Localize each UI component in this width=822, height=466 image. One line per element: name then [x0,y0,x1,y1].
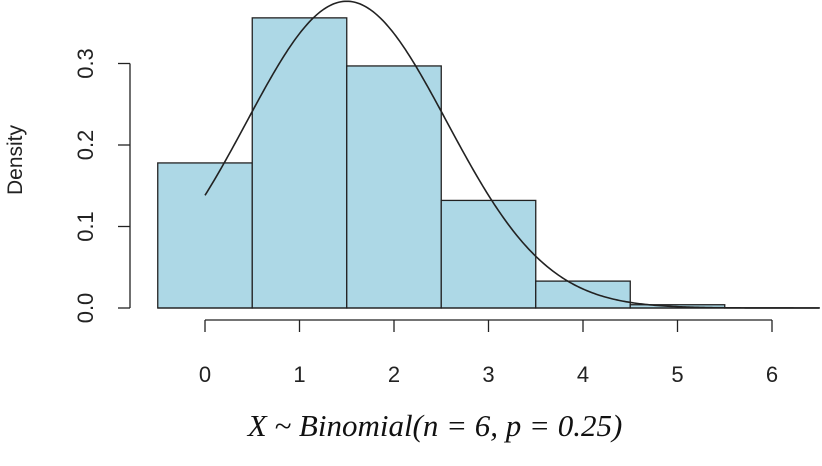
x-tick-label: 0 [199,362,211,387]
bar-4 [535,280,631,309]
x-axis: 0 1 2 3 4 5 6 [199,319,778,387]
y-tick-label: 0.1 [73,211,98,242]
x-tick-label: 1 [293,362,305,387]
x-tick-label: 5 [671,362,683,387]
bar-2 [346,65,442,309]
y-tick-label: 0.3 [73,48,98,79]
bars-group [157,17,820,309]
y-axis: 0.0 0.1 0.2 0.3 [73,48,131,324]
bar-0 [157,162,253,309]
x-axis-title: X ~ Binomial(n = 6, p = 0.25) [247,408,623,443]
bar-3 [440,199,537,309]
normal-density-curve [204,0,820,309]
y-axis-title: Density [4,124,27,195]
y-tick-label: 0.2 [73,130,98,161]
x-tick-label: 3 [482,362,494,387]
bar-1 [251,17,348,309]
x-tick-label: 4 [577,362,589,387]
x-tick-label: 6 [766,362,778,387]
x-tick-label: 2 [388,362,400,387]
y-tick-label: 0.0 [73,293,98,324]
